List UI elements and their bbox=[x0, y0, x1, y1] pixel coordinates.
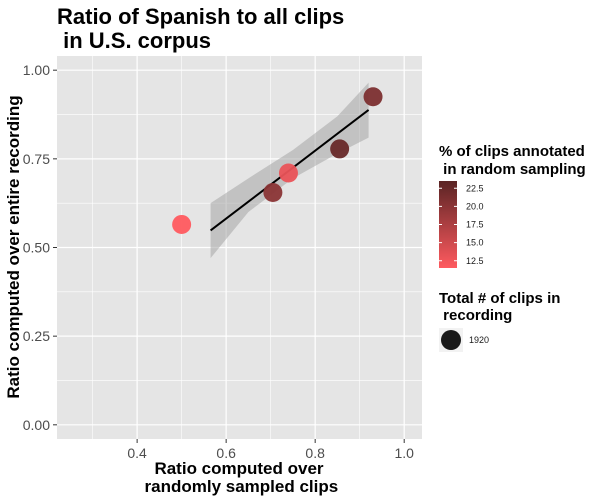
color-legend-ticks: 12.5 15.0 17.5 20.0 22.5 bbox=[439, 183, 484, 266]
x-tick-label: 0.4 bbox=[127, 445, 147, 461]
chart-title-line-2: in U.S. corpus bbox=[57, 28, 211, 53]
size-legend: Total # of clips in recording 1920 bbox=[439, 290, 560, 352]
data-points bbox=[172, 87, 383, 234]
x-tick-label: 0.8 bbox=[305, 445, 325, 461]
color-legend: % of clips annotated in random sampling … bbox=[439, 143, 586, 268]
chart-title-line-1: Ratio of Spanish to all clips bbox=[57, 4, 344, 29]
color-tick-label: 15.0 bbox=[466, 238, 484, 248]
y-tick-label: 0.50 bbox=[23, 240, 50, 256]
y-tick-label: 0.75 bbox=[23, 151, 50, 167]
x-axis-ticks: 0.4 0.6 0.8 1.0 bbox=[127, 439, 414, 461]
x-axis-title-line-2: randomly sampled clips bbox=[140, 477, 338, 496]
data-point bbox=[330, 139, 350, 159]
size-legend-label: 1920 bbox=[469, 335, 489, 345]
color-tick-label: 17.5 bbox=[466, 220, 484, 230]
grid-major bbox=[57, 56, 422, 439]
y-axis-title: Ratio computed over entire recording bbox=[4, 95, 23, 398]
y-tick-label: 0.00 bbox=[23, 417, 50, 433]
y-axis-ticks: 0.00 0.25 0.50 0.75 1.00 bbox=[23, 62, 57, 433]
y-tick-label: 0.25 bbox=[23, 328, 50, 344]
size-legend-title-line-2: recording bbox=[439, 307, 512, 324]
data-point bbox=[172, 214, 192, 234]
color-tick-label: 12.5 bbox=[466, 256, 484, 266]
color-legend-title-line-1: % of clips annotated bbox=[439, 143, 585, 160]
color-tick-label: 22.5 bbox=[466, 183, 484, 193]
color-legend-title-line-2: in random sampling bbox=[439, 161, 586, 178]
size-legend-dot bbox=[441, 330, 461, 350]
x-axis-title-line-1: Ratio computed over bbox=[154, 459, 323, 478]
data-point bbox=[363, 87, 383, 107]
color-tick-label: 20.0 bbox=[466, 201, 484, 211]
data-point bbox=[278, 163, 298, 183]
size-legend-title-line-1: Total # of clips in bbox=[439, 290, 560, 307]
color-bar bbox=[439, 181, 457, 268]
data-point bbox=[263, 183, 283, 203]
x-tick-label: 1.0 bbox=[394, 445, 414, 461]
x-tick-label: 0.6 bbox=[216, 445, 236, 461]
y-tick-label: 1.00 bbox=[23, 62, 50, 78]
